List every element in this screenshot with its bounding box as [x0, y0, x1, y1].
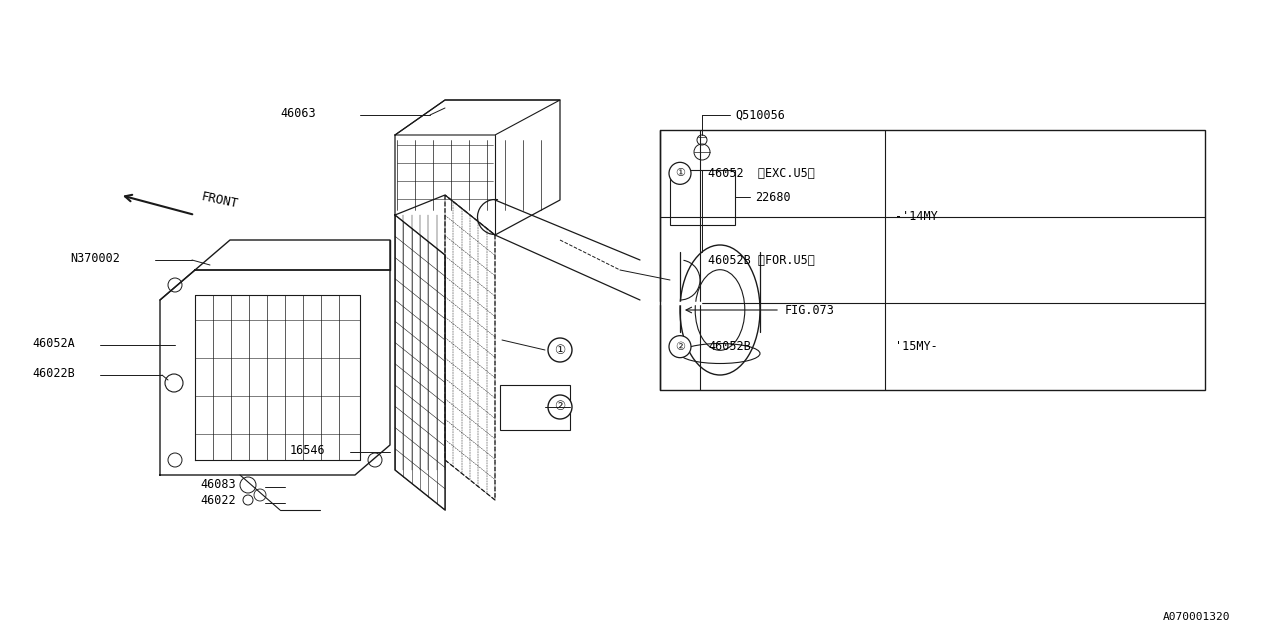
Circle shape [669, 335, 691, 358]
Text: 46022: 46022 [200, 495, 236, 508]
Text: -'14MY: -'14MY [895, 210, 938, 223]
Text: '15MY-: '15MY- [895, 340, 938, 353]
Text: FIG.073: FIG.073 [785, 303, 835, 317]
Circle shape [548, 395, 572, 419]
Bar [669, 170, 735, 225]
Text: 46052B: 46052B [708, 340, 751, 353]
Text: 46063: 46063 [280, 106, 316, 120]
Text: FRONT: FRONT [200, 189, 239, 211]
Circle shape [548, 338, 572, 362]
Text: 46083: 46083 [200, 479, 236, 492]
Circle shape [669, 163, 691, 184]
Text: 16546: 16546 [291, 444, 325, 456]
Text: ①: ① [675, 168, 685, 179]
Text: 46022B: 46022B [32, 367, 74, 380]
Bar [660, 130, 1204, 390]
Text: ①: ① [554, 344, 566, 356]
Text: ②: ② [554, 401, 566, 413]
Bar [500, 385, 570, 430]
Text: 46052  〈EXC.U5〉: 46052 〈EXC.U5〉 [708, 167, 815, 180]
Text: 22680: 22680 [755, 191, 791, 204]
Text: A070001320: A070001320 [1162, 612, 1230, 622]
Text: N370002: N370002 [70, 252, 120, 264]
Text: 46052B 〈FOR.U5〉: 46052B 〈FOR.U5〉 [708, 253, 815, 266]
Text: ②: ② [675, 342, 685, 351]
Text: Q510056: Q510056 [735, 109, 785, 122]
Text: 46052A: 46052A [32, 337, 74, 349]
